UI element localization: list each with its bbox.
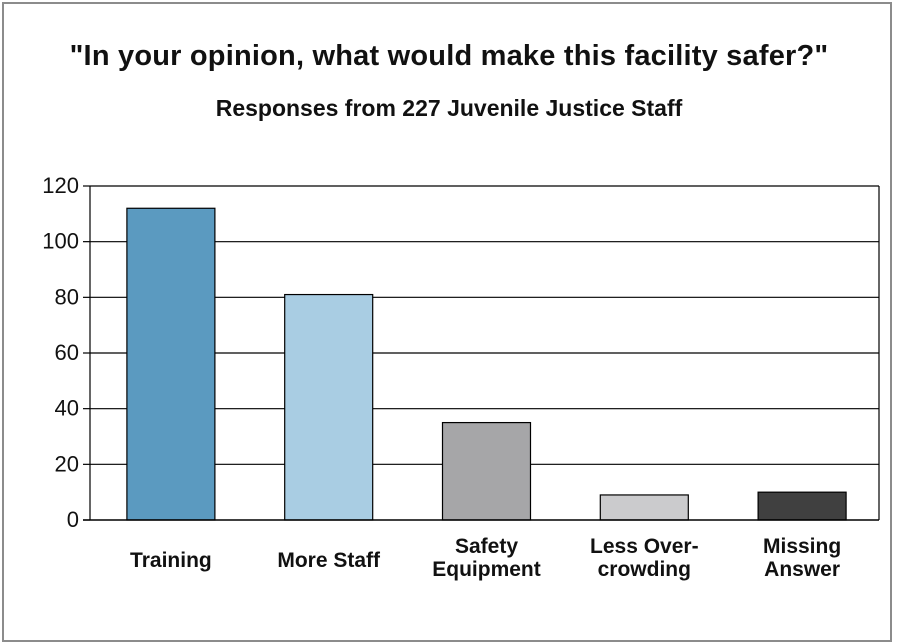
x-category-label: Safety [455,535,518,558]
x-category-label: Missing [763,535,841,558]
chart-title: "In your opinion, what would make this f… [69,40,829,72]
chart-subtitle: Responses from 227 Juvenile Justice Staf… [215,95,683,121]
y-tick-label: 120 [42,173,79,198]
y-tick-label: 40 [55,396,79,421]
x-category-label: Answer [764,558,840,581]
bar [757,491,847,521]
x-category-label: More Staff [277,549,381,572]
x-category-label: Less Over- [590,535,699,558]
y-tick-label: 60 [55,340,79,365]
x-category-label: crowding [598,558,691,581]
bar [284,293,374,521]
y-tick-label: 0 [67,507,79,532]
x-category-label: Equipment [432,558,541,581]
bar [441,421,532,521]
y-tick-label: 20 [55,451,79,476]
x-category-label: Training [130,549,212,572]
y-tick-label: 80 [55,284,79,309]
bar [599,494,689,521]
bar [126,207,216,521]
bar-chart: 0 20 40 60 80 100 120 Training More Staff SafetyE… [42,173,880,581]
y-tick-label: 100 [42,229,79,254]
